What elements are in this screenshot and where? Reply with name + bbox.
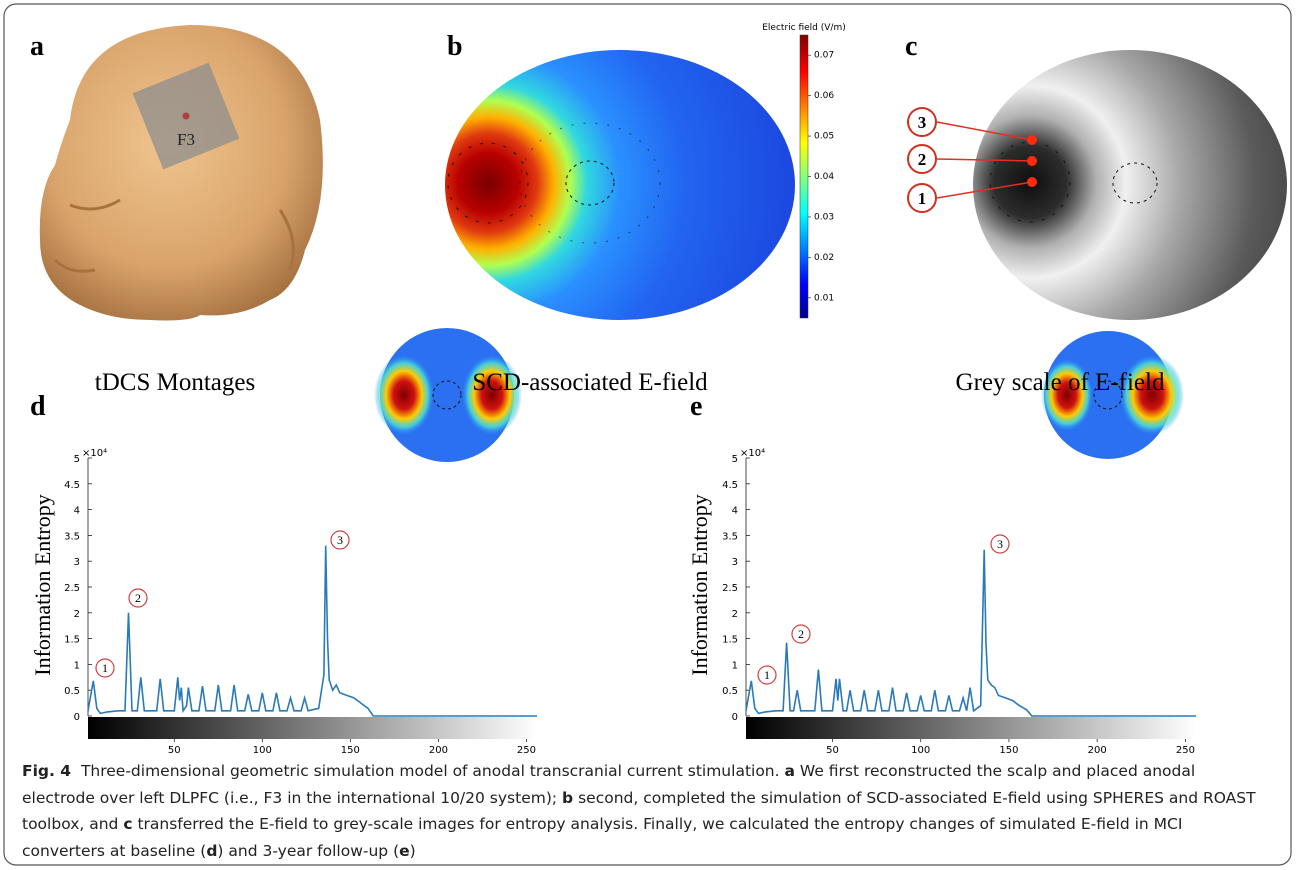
grey-map bbox=[973, 50, 1287, 320]
colorbar-tick-label: 0.02 bbox=[814, 253, 834, 263]
marker-dot bbox=[1027, 135, 1037, 145]
y-tick-label: 1.5 bbox=[64, 635, 80, 646]
y-tick-label: 4 bbox=[74, 506, 80, 517]
annotation-label: 2 bbox=[135, 591, 141, 605]
figure-caption: Fig. 4 Three-dimensional geometric simul… bbox=[22, 758, 1262, 864]
y-tick-label: 3.5 bbox=[64, 531, 80, 542]
x-tick-label: 250 bbox=[517, 745, 536, 756]
colorbar-tick-label: 0.07 bbox=[814, 51, 834, 61]
y-multiplier: ×10⁴ bbox=[740, 448, 765, 459]
y-tick-label: 2.5 bbox=[722, 583, 738, 594]
x-tick-label: 250 bbox=[1176, 745, 1195, 756]
caption-text: b bbox=[562, 789, 573, 807]
colorbar-tick-label: 0.01 bbox=[814, 293, 834, 303]
y-tick-label: 0.5 bbox=[64, 686, 80, 697]
caption-text: transferred the E-field to grey-scale im… bbox=[22, 815, 1182, 860]
electrode-label: F3 bbox=[177, 130, 195, 149]
panel-label: a bbox=[30, 31, 44, 62]
y-tick-label: 4.5 bbox=[722, 480, 738, 491]
annotation-label: 1 bbox=[102, 661, 108, 675]
colorbar-tick-label: 0.05 bbox=[814, 132, 834, 142]
x-tick-label: 200 bbox=[1088, 745, 1107, 756]
colorbar-tick-label: 0.04 bbox=[814, 172, 834, 182]
intensity-bar bbox=[746, 717, 1196, 739]
y-tick-label: 1.5 bbox=[722, 635, 738, 646]
y-tick-label: 0 bbox=[74, 712, 80, 723]
caption-text: Three-dimensional geometric simulation m… bbox=[81, 762, 785, 780]
y-tick-label: 3 bbox=[732, 557, 738, 568]
page: Figure 4 {"panels": [ {"label": "a", "ca… bbox=[0, 0, 1296, 870]
x-tick-label: 200 bbox=[429, 745, 448, 756]
colorbar bbox=[800, 35, 808, 318]
caption-label: Fig. 4 bbox=[22, 762, 71, 780]
y-tick-label: 1 bbox=[74, 660, 80, 671]
panel-label: d bbox=[30, 391, 46, 422]
x-tick-label: 50 bbox=[826, 745, 839, 756]
figure: a tDCS Montages b SCD-associated E-field c Gr… bbox=[0, 0, 1296, 870]
entropy-line bbox=[88, 546, 537, 716]
marker-label: 1 bbox=[918, 189, 927, 208]
y-axis-label: Information Entropy bbox=[687, 494, 712, 675]
y-tick-label: 0 bbox=[732, 712, 738, 723]
y-tick-label: 1 bbox=[732, 660, 738, 671]
y-tick-label: 3.5 bbox=[722, 531, 738, 542]
y-tick-label: 0.5 bbox=[722, 686, 738, 697]
marker-dot bbox=[1027, 156, 1037, 166]
head bbox=[40, 25, 323, 320]
panel-caption: tDCS Montages bbox=[95, 369, 255, 396]
x-tick-label: 150 bbox=[341, 745, 360, 756]
y-tick-label: 2.5 bbox=[64, 583, 80, 594]
panel-caption: SCD-associated E-field bbox=[472, 369, 708, 396]
y-tick-label: 5 bbox=[74, 454, 80, 465]
x-tick-label: 100 bbox=[911, 745, 930, 756]
caption-text: ) bbox=[410, 842, 416, 860]
y-multiplier: ×10⁴ bbox=[82, 448, 107, 459]
annotation-label: 1 bbox=[764, 668, 770, 682]
inset-hotspot bbox=[374, 355, 434, 435]
marker-dot bbox=[1027, 177, 1037, 187]
electrode-center bbox=[183, 113, 190, 120]
y-tick-label: 2 bbox=[74, 609, 80, 620]
panel-label: e bbox=[690, 391, 702, 422]
caption-text: a bbox=[785, 762, 795, 780]
y-tick-label: 5 bbox=[732, 454, 738, 465]
y-tick-label: 4.5 bbox=[64, 480, 80, 491]
caption-text: c bbox=[123, 815, 132, 833]
caption-text: e bbox=[399, 842, 410, 860]
annotation-label: 2 bbox=[798, 627, 804, 641]
colorbar-title: Electric field (V/m) bbox=[762, 23, 845, 33]
caption-text: d bbox=[206, 842, 217, 860]
efield-map bbox=[445, 50, 795, 320]
y-tick-label: 4 bbox=[732, 506, 738, 517]
caption-text: ) and 3-year follow-up ( bbox=[217, 842, 399, 860]
panel-label: c bbox=[905, 31, 917, 62]
entropy-line bbox=[746, 550, 1196, 716]
annotation-label: 3 bbox=[997, 537, 1003, 551]
panel-label: b bbox=[447, 31, 463, 62]
x-tick-label: 150 bbox=[999, 745, 1018, 756]
x-tick-label: 50 bbox=[168, 745, 181, 756]
figure-art: a tDCS Montages b SCD-associated E-field c Gr… bbox=[0, 0, 1296, 870]
marker-label: 2 bbox=[918, 150, 927, 169]
colorbar-tick-label: 0.03 bbox=[814, 212, 834, 222]
annotation-label: 3 bbox=[337, 533, 343, 547]
marker-label: 3 bbox=[918, 113, 927, 132]
panel-caption: Grey scale of E-field bbox=[956, 369, 1165, 396]
intensity-bar bbox=[88, 717, 537, 739]
x-tick-label: 100 bbox=[253, 745, 272, 756]
y-tick-label: 3 bbox=[74, 557, 80, 568]
y-tick-label: 2 bbox=[732, 609, 738, 620]
colorbar-tick-label: 0.06 bbox=[814, 91, 834, 101]
y-axis-label: Information Entropy bbox=[30, 494, 55, 675]
